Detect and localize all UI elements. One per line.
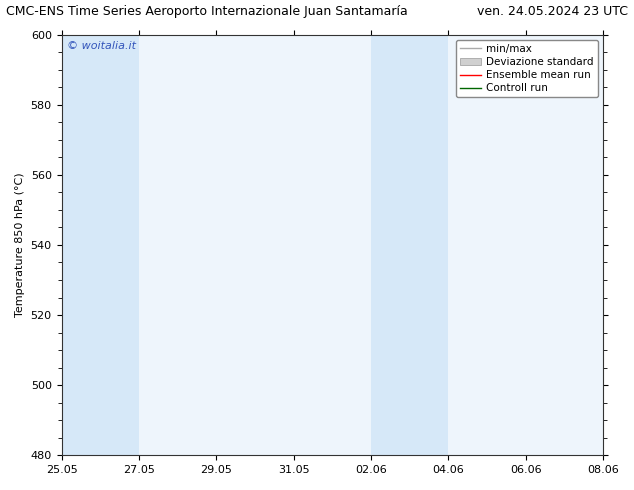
Legend: min/max, Deviazione standard, Ensemble mean run, Controll run: min/max, Deviazione standard, Ensemble m… [456, 40, 598, 98]
Text: ven. 24.05.2024 23 UTC: ven. 24.05.2024 23 UTC [477, 5, 628, 18]
Bar [61, 35, 139, 455]
Bar [603, 35, 623, 455]
Bar [371, 35, 448, 455]
Text: © woitalia.it: © woitalia.it [67, 41, 136, 51]
Text: CMC-ENS Time Series Aeroporto Internazionale Juan Santamaría: CMC-ENS Time Series Aeroporto Internazio… [6, 5, 408, 18]
Y-axis label: Temperature 850 hPa (°C): Temperature 850 hPa (°C) [15, 172, 25, 317]
